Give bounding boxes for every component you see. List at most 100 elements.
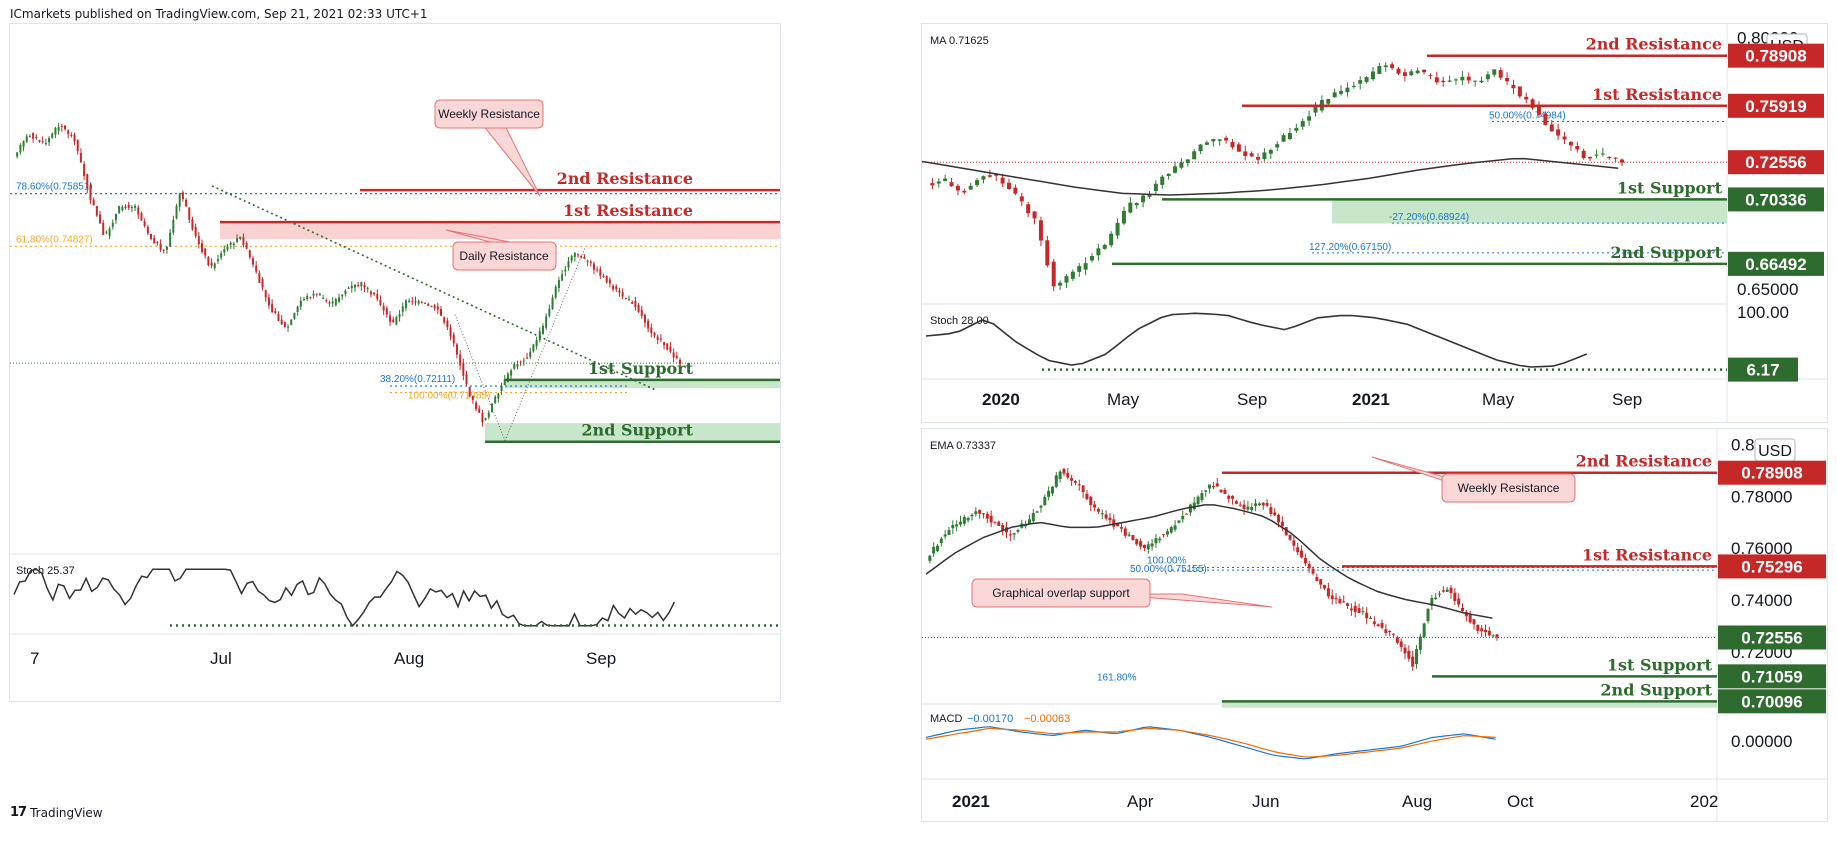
candle-body <box>1315 577 1319 582</box>
candle-body <box>239 236 242 239</box>
candle-body <box>1013 187 1018 194</box>
level-name: 1st Support <box>1617 178 1723 197</box>
candle-body <box>1135 539 1139 545</box>
candle-body <box>1364 77 1369 83</box>
candle-body <box>449 327 452 337</box>
macd-value-a: −0.00170 <box>967 713 1013 725</box>
level-price-tag: 0.78908 <box>1745 47 1806 66</box>
candle-body <box>1581 150 1586 159</box>
candle-body <box>1326 98 1331 104</box>
candle-body <box>306 296 309 300</box>
candle-body <box>1422 623 1426 637</box>
candle-body <box>1127 534 1131 536</box>
candle-body <box>932 546 936 554</box>
candle-body <box>1185 159 1190 164</box>
level-name: 1st Resistance <box>563 201 693 220</box>
candle-body <box>1236 144 1241 152</box>
weekly-chart-panel[interactable]: MA 0.716250.800000.65000USD50.00%(0.7498… <box>921 23 1828 423</box>
ema-line <box>925 504 1493 619</box>
x-tick-label: 2021 <box>1352 390 1390 409</box>
level-name: 1st Support <box>588 359 694 378</box>
tradingview-brand[interactable]: 17 TradingView <box>10 805 103 820</box>
candle-body <box>408 300 411 302</box>
candle-body <box>974 511 978 515</box>
candle-body <box>54 127 57 135</box>
candle-body <box>1524 96 1529 100</box>
candle-body <box>592 263 595 270</box>
candle-body <box>140 213 143 221</box>
candle-body <box>615 286 618 290</box>
candle-body <box>1058 471 1062 479</box>
candle-body <box>255 265 258 272</box>
candle-body <box>1093 504 1097 508</box>
candle-body <box>1492 69 1497 75</box>
candle-body <box>1016 530 1020 532</box>
candle-body <box>987 175 992 177</box>
fib-label: 38.20%(0.72111) <box>380 374 455 385</box>
macd-line <box>925 726 1496 760</box>
h4-chart-panel[interactable]: 0.790000.780000.770000.750000.740000.730… <box>9 23 873 702</box>
level-price-tag-bg <box>1718 460 1826 485</box>
daily-chart-panel[interactable]: EMA 0.733370.800000.780000.760000.740000… <box>921 428 1828 822</box>
candle-body <box>503 379 506 386</box>
level-name: 2nd Resistance <box>1576 452 1712 471</box>
candle-body <box>232 243 235 246</box>
candle-body <box>1415 649 1419 665</box>
candle-body <box>191 219 194 230</box>
candle-body <box>1083 263 1088 270</box>
candle-body <box>124 206 127 208</box>
candle-body <box>114 213 117 221</box>
candle-body <box>267 297 270 306</box>
candle-body <box>315 293 318 295</box>
candle-body <box>1277 514 1281 523</box>
candle-body <box>331 301 334 304</box>
stoch-level-tag-bg <box>1728 357 1798 382</box>
candle-body <box>1357 608 1361 614</box>
x-tick-label: Sep <box>586 649 616 668</box>
candle-body <box>188 207 191 220</box>
candle-body <box>997 521 1001 526</box>
candle-body <box>452 334 455 344</box>
candle-body <box>494 396 497 404</box>
weekly-chart[interactable]: MA 0.716250.800000.65000USD50.00%(0.7498… <box>921 24 1827 422</box>
candle-body <box>936 181 941 184</box>
candle-body <box>1142 544 1146 548</box>
candle-body <box>1198 144 1203 152</box>
candle-body <box>1032 211 1037 219</box>
candle-body <box>446 320 449 328</box>
fib-label: 127.20%(0.67150) <box>1309 242 1391 253</box>
current-price-tag: 0.72556 <box>1741 629 1802 648</box>
candle-body <box>1273 512 1277 516</box>
candle-body <box>455 344 458 355</box>
candle-body <box>1217 139 1222 141</box>
candle-body <box>1468 614 1472 623</box>
fib-label: 61.80%(0.74827) <box>16 234 93 245</box>
level-price-tag-bg <box>1728 187 1824 212</box>
candle-body <box>1392 633 1396 635</box>
level-name: 2nd Resistance <box>1586 35 1722 54</box>
candle-body <box>134 205 137 208</box>
overlap-callout-box <box>971 578 1151 608</box>
candle-body <box>1026 204 1031 214</box>
h4-chart[interactable]: 0.790000.780000.770000.750000.740000.730… <box>10 23 873 701</box>
candle-body <box>1487 630 1491 636</box>
candle-body <box>433 305 436 309</box>
candle-body <box>1287 132 1292 140</box>
daily-chart[interactable]: EMA 0.733370.800000.780000.760000.740000… <box>922 429 1827 821</box>
candle-body <box>1123 528 1127 536</box>
candle-body <box>440 308 443 316</box>
level-price-tag: 0.75296 <box>1741 557 1802 576</box>
candle-body <box>1211 485 1215 488</box>
candle-body <box>389 315 392 322</box>
candle-body <box>1173 525 1177 530</box>
first-support-zone <box>505 379 800 389</box>
level-price-tag-bg <box>1728 251 1824 276</box>
candle-body <box>118 206 121 213</box>
candle-body <box>165 247 168 250</box>
candle-body <box>150 233 153 239</box>
candle-body <box>1019 196 1024 202</box>
candle-body <box>516 364 519 367</box>
candle-body <box>1204 142 1209 145</box>
candle-body <box>178 194 181 207</box>
candle-body <box>1230 141 1235 148</box>
